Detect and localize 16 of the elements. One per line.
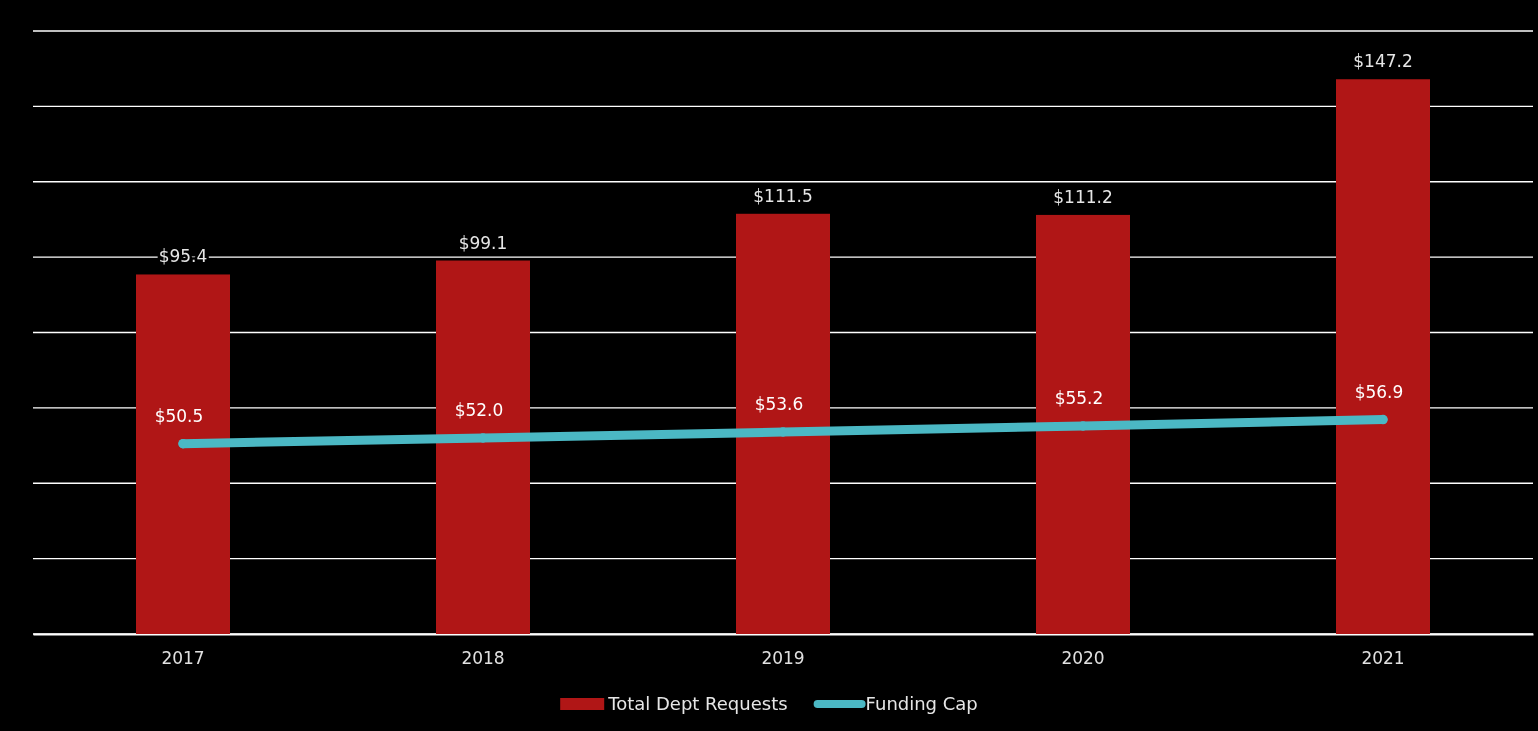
legend-label: Funding Cap [865, 693, 978, 714]
legend-label: Total Dept Requests [607, 693, 788, 714]
data-label: $99.1 [458, 232, 508, 253]
data-label: $147.2 [1353, 51, 1413, 72]
x-tick-label: 2017 [161, 648, 205, 669]
x-tick-label: 2020 [1061, 648, 1105, 669]
x-tick-label: 2021 [1361, 648, 1405, 669]
x-tick-label: 2019 [761, 648, 805, 669]
data-label: $56.9 [1354, 381, 1404, 402]
data-label: $55.2 [1054, 387, 1104, 408]
data-label: $53.6 [754, 393, 804, 414]
data-label: $50.5 [154, 405, 204, 426]
data-label: $52.0 [454, 400, 504, 421]
data-label: $111.2 [1053, 186, 1113, 207]
data-label: $111.5 [753, 185, 813, 206]
x-tick-label: 2018 [461, 648, 505, 669]
